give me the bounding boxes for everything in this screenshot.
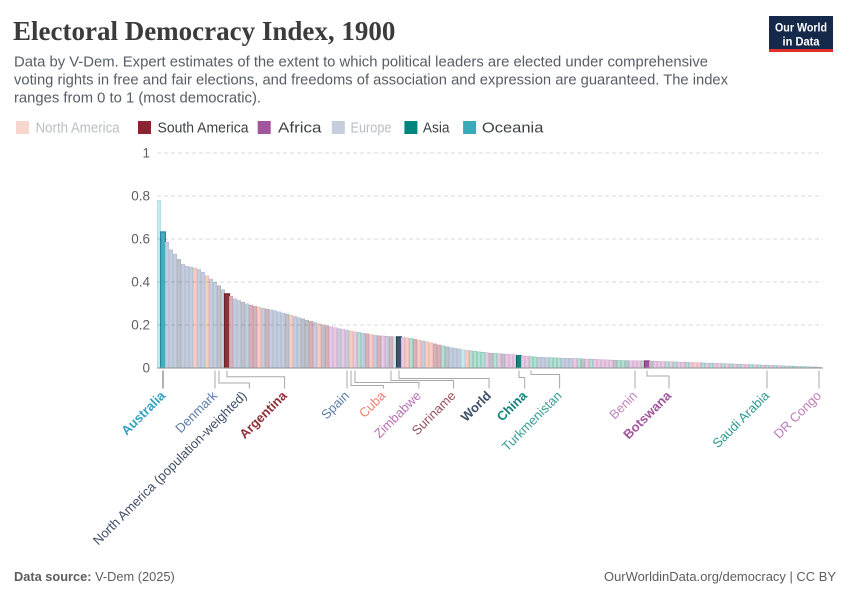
- svg-text:North America: North America: [36, 121, 121, 137]
- svg-text:Data source: V-Dem (2025): Data source: V-Dem (2025): [14, 569, 175, 584]
- svg-text:Africa: Africa: [278, 121, 323, 137]
- svg-text:0.6: 0.6: [131, 232, 150, 247]
- svg-text:ranges from 0 to 1 (most democ: ranges from 0 to 1 (most democratic).: [14, 90, 261, 106]
- svg-text:Data by V-Dem. Expert estimate: Data by V-Dem. Expert estimates of the e…: [14, 54, 708, 70]
- svg-text:Electoral Democracy Index, 190: Electoral Democracy Index, 1900: [13, 16, 395, 46]
- svg-text:Europe: Europe: [351, 121, 392, 137]
- svg-text:voting rights in free and fair: voting rights in free and fair elections…: [14, 72, 728, 88]
- svg-text:Oceania: Oceania: [482, 121, 545, 137]
- svg-text:1: 1: [142, 146, 150, 161]
- svg-text:0.2: 0.2: [131, 318, 150, 333]
- svg-text:OurWorldinData.org/democracy |: OurWorldinData.org/democracy | CC BY: [604, 569, 836, 584]
- svg-text:in Data: in Data: [783, 37, 821, 49]
- svg-text:0: 0: [142, 361, 150, 376]
- svg-text:0.4: 0.4: [131, 275, 150, 290]
- svg-text:South America: South America: [158, 121, 250, 137]
- svg-text:Asia: Asia: [423, 121, 450, 137]
- svg-text:0.8: 0.8: [131, 189, 150, 204]
- svg-text:Our World: Our World: [775, 23, 827, 35]
